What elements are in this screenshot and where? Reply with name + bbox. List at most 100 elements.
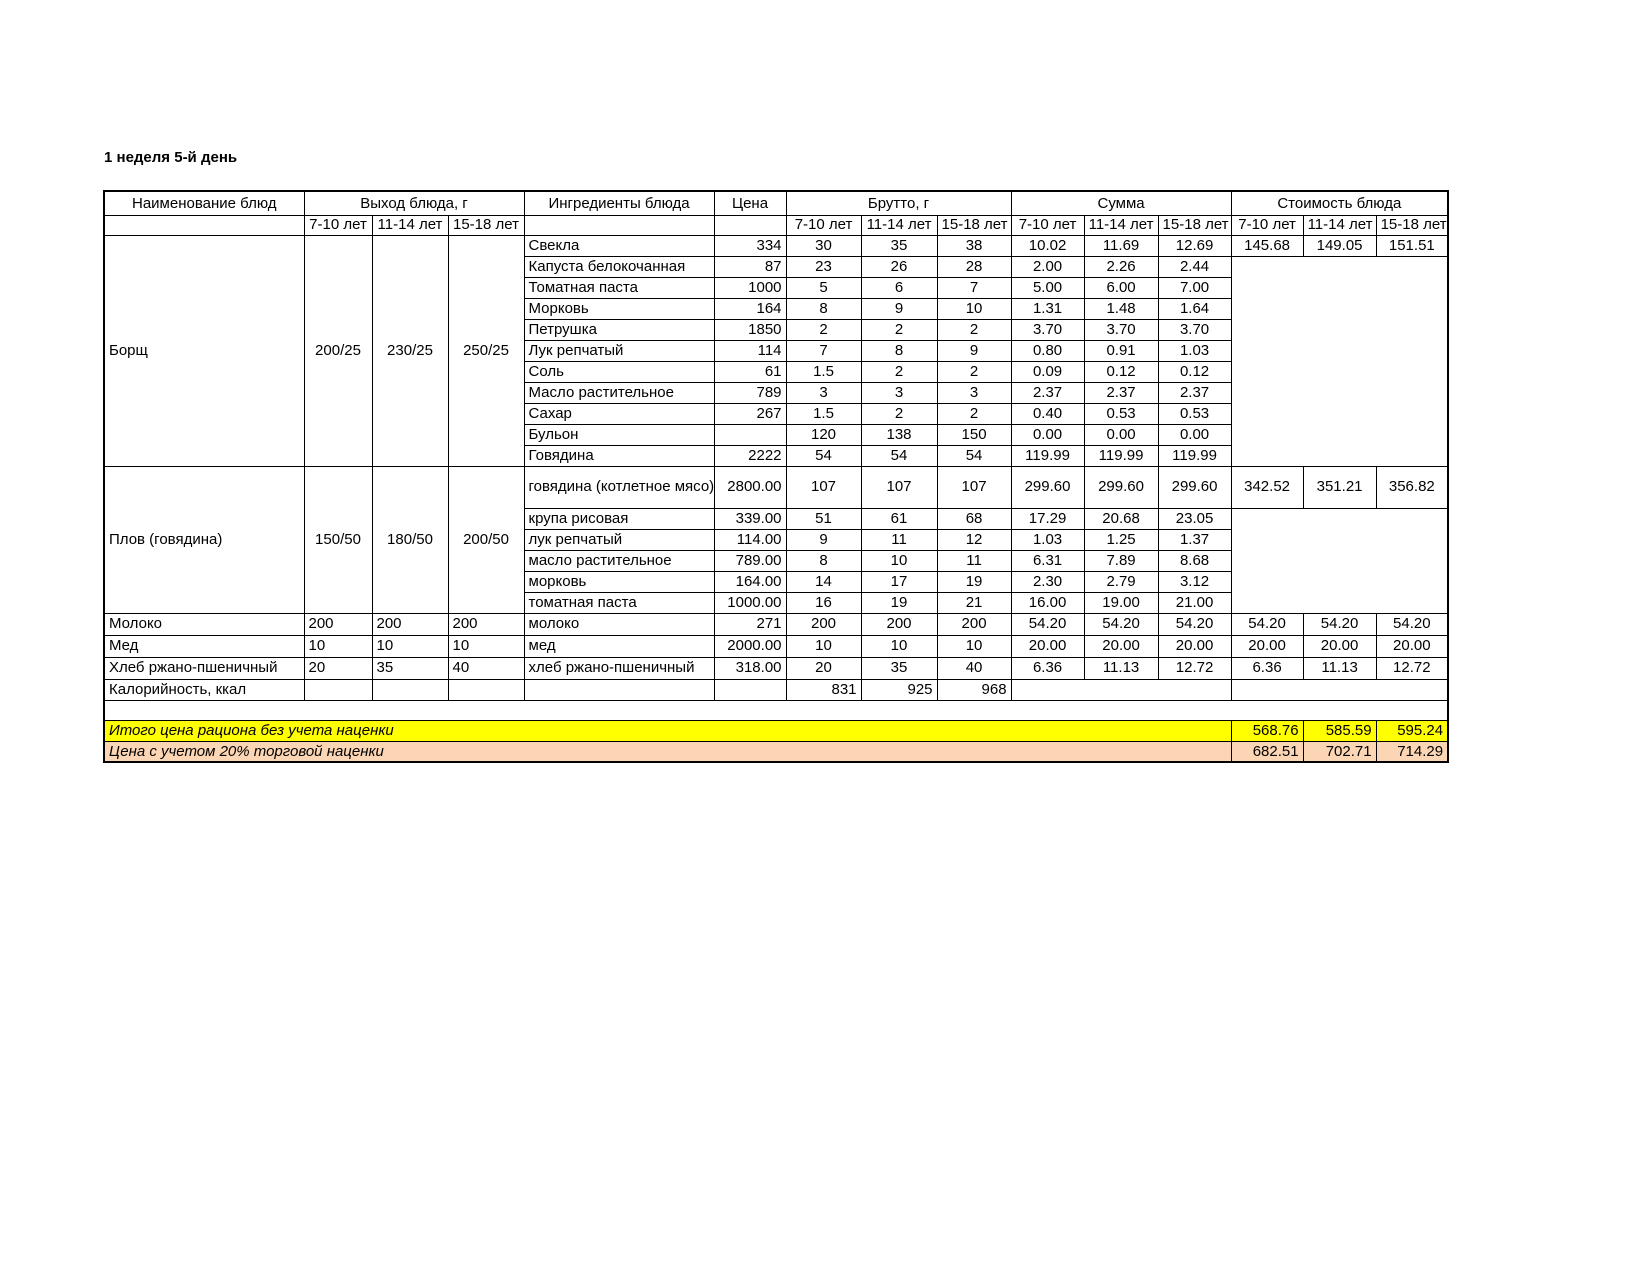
table-row: Цена с учетом 20% торговой наценки 682.51…: [103, 740, 1449, 763]
gross-cell: 6: [860, 276, 938, 299]
gross-cell: 200: [860, 612, 938, 636]
gross-cell: 19: [936, 570, 1012, 593]
sum-cell: 1.25: [1083, 528, 1159, 551]
sum-cell: 1.48: [1083, 297, 1159, 320]
total-value-cell: 702.71: [1302, 740, 1377, 763]
gross-cell: 54: [785, 444, 862, 467]
sum-cell: 6.00: [1083, 276, 1159, 299]
table-row: Соль 61 1.5 2 2 0.09 0.12 0.12: [104, 360, 1448, 383]
ingredient-cell: масло растительное: [523, 549, 715, 572]
gross-cell: 17: [860, 570, 938, 593]
output-cell: 250/25: [447, 234, 525, 467]
sum-cell: 299.60: [1010, 465, 1085, 509]
calories-empty-cell: [523, 678, 715, 701]
price-cell: 318.00: [713, 656, 787, 680]
dish-name-cell: Молоко: [103, 612, 305, 636]
table-row: 7-10 лет 11-14 лет 15-18 лет 7-10 лет 11-14 …: [103, 214, 1449, 236]
gross-cell: 68: [936, 507, 1012, 530]
header-age-group: 15-18 лет: [1375, 214, 1449, 236]
gross-cell: 107: [785, 465, 862, 509]
sum-cell: 1.03: [1010, 528, 1085, 551]
gross-cell: 2: [860, 402, 938, 425]
table-row: Калорийность, ккал 831 925 968: [103, 678, 1449, 701]
output-cell: 200: [303, 612, 373, 636]
sum-cell: 299.60: [1083, 465, 1159, 509]
output-cell: 200/50: [447, 465, 525, 614]
gross-cell: 3: [785, 381, 862, 404]
gross-cell: 2: [860, 360, 938, 383]
output-cell: 150/50: [303, 465, 373, 614]
sum-cell: 7.00: [1157, 276, 1232, 299]
calories-empty-cell: [1230, 678, 1449, 701]
sum-cell: 20.68: [1083, 507, 1159, 530]
cost-cell: 20.00: [1302, 634, 1377, 658]
table-row: Капуста белокочанная 87 23 26 28 2.00 2.26 2.44: [104, 255, 1449, 467]
header-age-group: 7-10 лет: [303, 214, 373, 236]
sum-cell: 299.60: [1157, 465, 1232, 509]
header-empty: [713, 214, 787, 236]
calories-value-cell: 968: [936, 678, 1012, 701]
gross-cell: 11: [860, 528, 938, 551]
price-cell: 87: [713, 255, 787, 278]
ingredient-cell: Масло растительное: [523, 381, 715, 404]
sum-cell: 3.12: [1157, 570, 1232, 593]
gross-cell: 10: [860, 549, 938, 572]
sum-cell: 12.72: [1157, 656, 1232, 680]
cost-cell: 20.00: [1230, 634, 1304, 658]
calories-empty-cell: [1010, 678, 1232, 701]
gross-cell: 2: [936, 402, 1012, 425]
price-cell: 114.00: [713, 528, 787, 551]
gross-cell: 54: [936, 444, 1012, 467]
output-cell: 35: [371, 656, 449, 680]
calories-empty-cell: [713, 678, 787, 701]
total-value-cell: 714.29: [1375, 740, 1449, 763]
sum-cell: 11.13: [1083, 656, 1159, 680]
cost-cell: 151.51: [1375, 234, 1449, 257]
price-cell: 2000.00: [713, 634, 787, 658]
cost-cell: 351.21: [1302, 465, 1377, 509]
price-cell: 61: [713, 360, 787, 383]
header-dish: Наименование блюд: [103, 190, 305, 216]
sum-cell: 119.99: [1010, 444, 1085, 467]
gross-cell: 2: [860, 318, 938, 341]
gross-cell: 9: [860, 297, 938, 320]
sum-cell: 54.20: [1157, 612, 1232, 636]
sum-cell: 0.00: [1157, 423, 1232, 446]
sum-cell: 0.12: [1083, 360, 1159, 383]
gross-cell: 14: [785, 570, 862, 593]
gross-cell: 150: [936, 423, 1012, 446]
sum-cell: 10.02: [1010, 234, 1085, 257]
price-cell: 271: [713, 612, 787, 636]
header-gross: Брутто, г: [785, 190, 1012, 216]
calories-label-cell: Калорийность, ккал: [103, 678, 305, 701]
sum-cell: 6.36: [1010, 656, 1085, 680]
total-label-cell: Итого цена рациона без учета наценки: [103, 719, 1232, 742]
cost-cell: 6.36: [1230, 656, 1304, 680]
gross-cell: 7: [785, 339, 862, 362]
gross-cell: 26: [860, 255, 938, 278]
gross-cell: 7: [936, 276, 1012, 299]
gross-cell: 10: [860, 634, 938, 658]
gross-cell: 120: [785, 423, 862, 446]
ingredient-cell: Говядина: [523, 444, 715, 467]
header-empty: [523, 214, 715, 236]
sum-cell: 1.64: [1157, 297, 1232, 320]
ingredient-cell: томатная паста: [523, 591, 715, 614]
sum-cell: 2.00: [1010, 255, 1085, 278]
sum-cell: 0.40: [1010, 402, 1085, 425]
sum-cell: 5.00: [1010, 276, 1085, 299]
menu-table-header: Наименование блюд Выход блюда, г Ингредиен…: [103, 190, 1449, 236]
cost-cell: 20.00: [1375, 634, 1449, 658]
table-row: Морковь 164 8 9 10 1.31 1.48 1.64: [104, 297, 1448, 320]
sum-cell: 0.91: [1083, 339, 1159, 362]
output-cell: 200: [371, 612, 449, 636]
sum-cell: 20.00: [1083, 634, 1159, 658]
sum-cell: 2.37: [1157, 381, 1232, 404]
header-age-group: 11-14 лет: [1083, 214, 1159, 236]
header-age-group: 7-10 лет: [1010, 214, 1085, 236]
header-sum: Сумма: [1010, 190, 1232, 216]
gross-cell: 200: [785, 612, 862, 636]
sum-cell: 0.00: [1010, 423, 1085, 446]
total-value-cell: 595.24: [1375, 719, 1449, 742]
